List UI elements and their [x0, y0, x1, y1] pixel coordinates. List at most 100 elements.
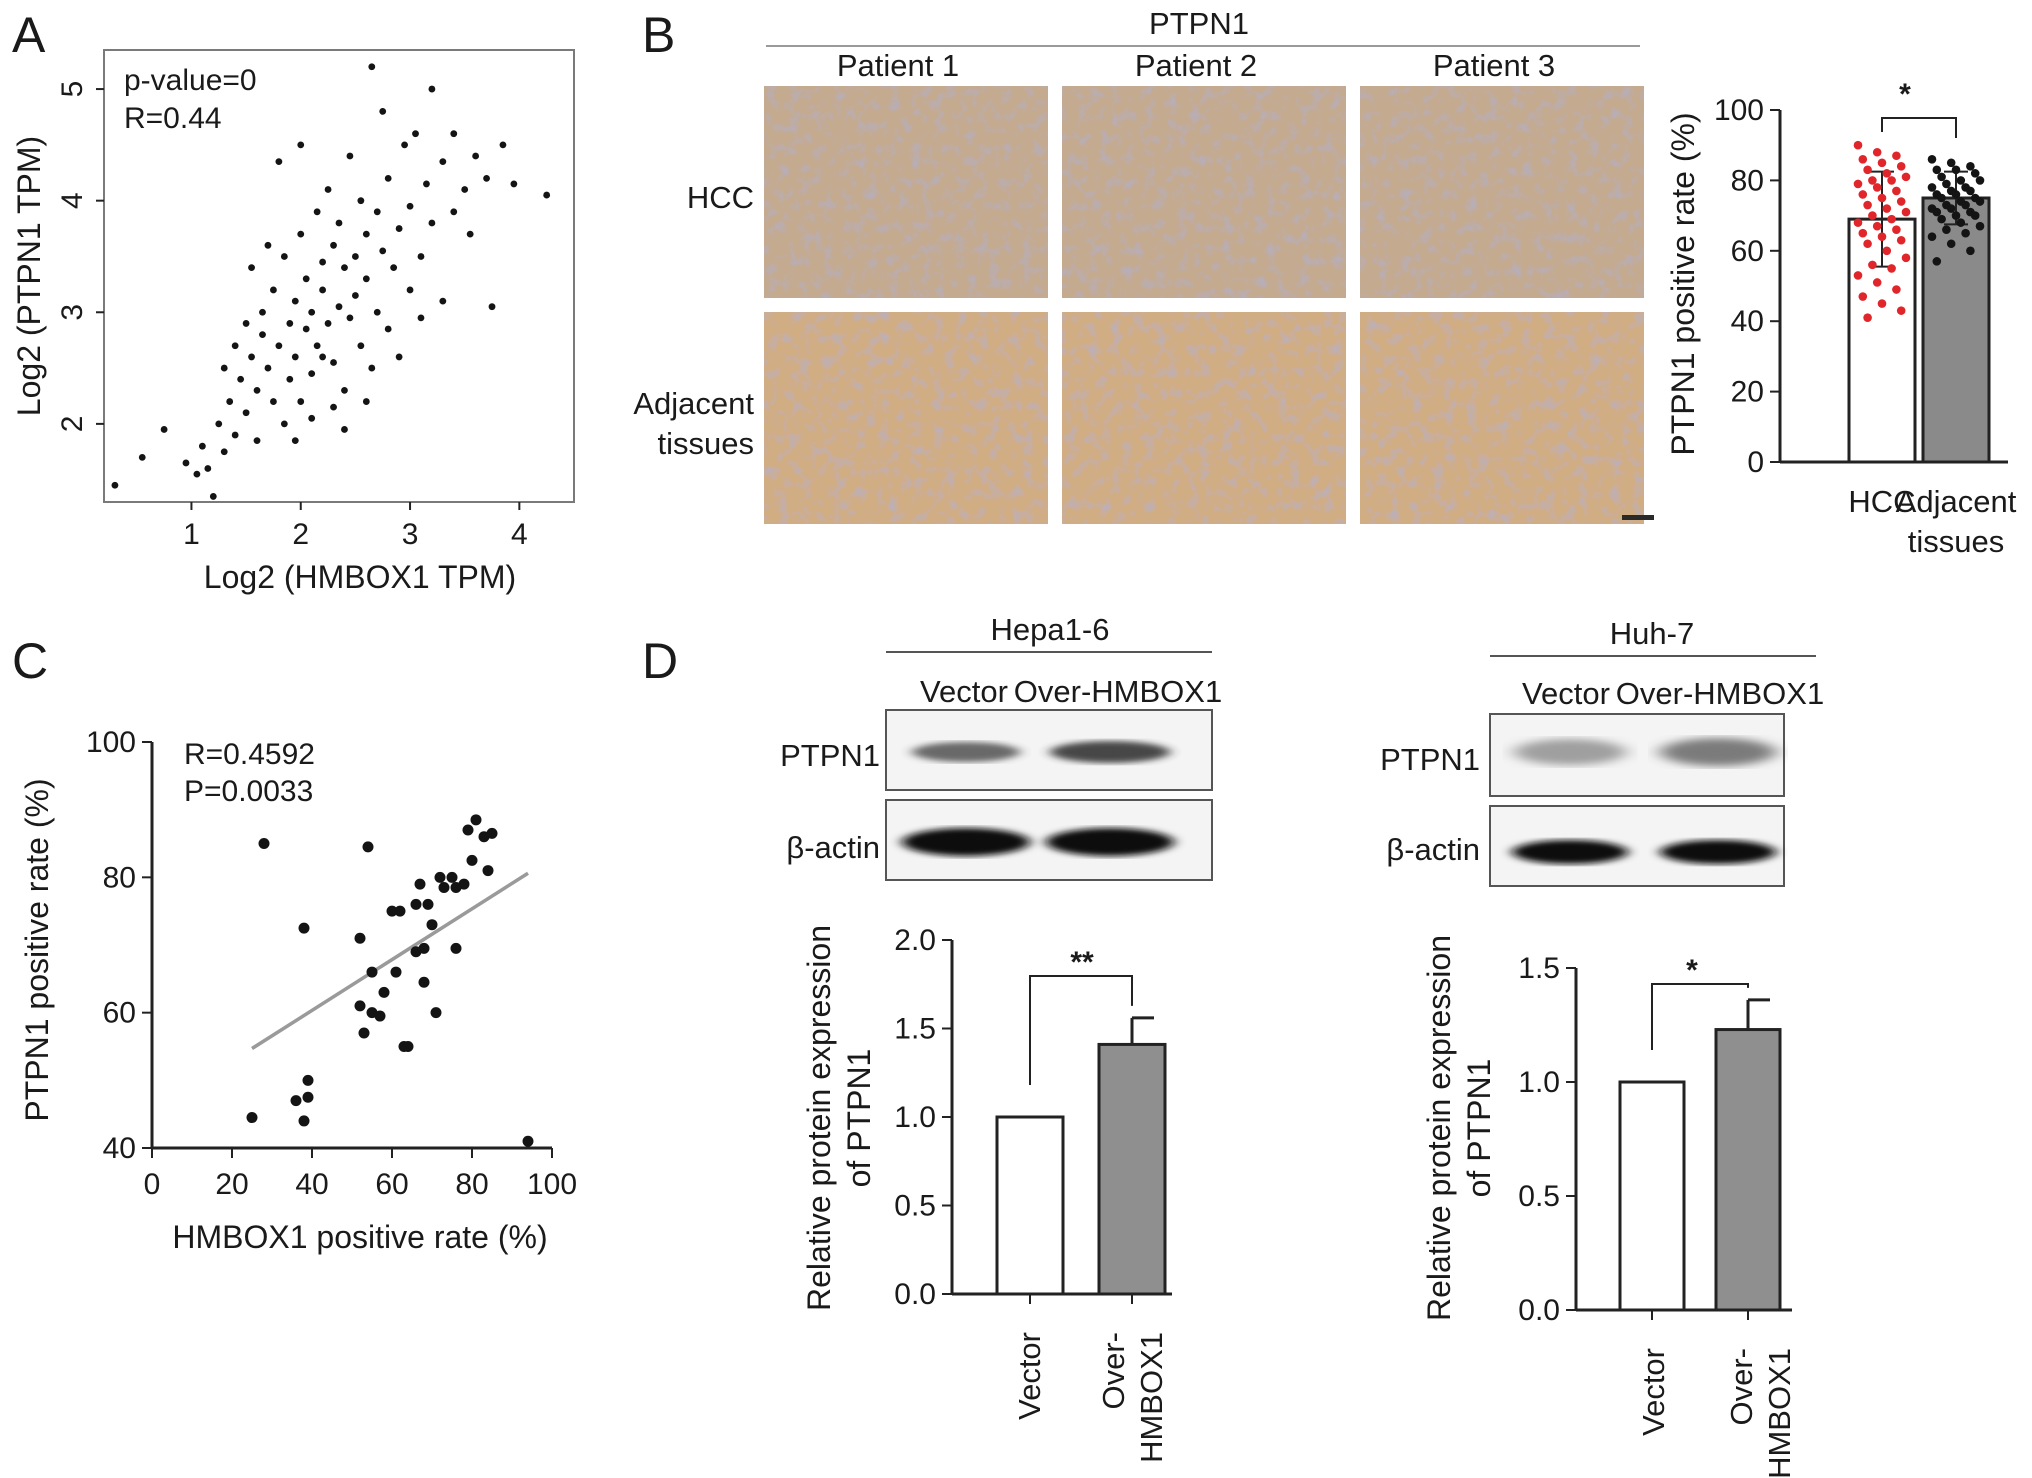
panel-d-right-bars: [1574, 968, 1792, 1320]
panel-a-point: [330, 241, 337, 249]
panel-b-point-hcc: [1892, 186, 1901, 196]
panel-d-left-significance-bracket: [1029, 975, 1133, 1085]
panel-d-left-bar-over-hmbox1: [1097, 1042, 1167, 1296]
panel-a-point: [499, 141, 507, 149]
panel-a-point: [259, 331, 266, 338]
panel-b-point-hcc: [1896, 306, 1906, 315]
panel-b-y-tick-label: 40: [1731, 305, 1764, 338]
panel-c-point: [418, 976, 430, 988]
panel-b-category-adjacent-1: Adjacent: [1896, 484, 2017, 519]
panel-a-x-ticks: 1 2 3 4: [183, 502, 528, 551]
panel-a-point: [341, 426, 348, 433]
panel-c-x-tick-label: 100: [527, 1168, 577, 1201]
panel-b-point-adjacent: [1961, 228, 1970, 238]
panel-a-point: [297, 230, 305, 238]
panel-c-point: [410, 898, 422, 910]
panel-a-point: [264, 241, 272, 249]
panel-c-point: [378, 986, 390, 998]
panel-c-annotation-r: R=0.4592: [184, 738, 315, 771]
panel-b-point-hcc: [1887, 214, 1896, 224]
panel-c-point: [414, 878, 426, 890]
ihc-image-hcc-patient-2: [1062, 86, 1346, 298]
panel-a-point: [423, 180, 430, 188]
panel-c-point: [434, 871, 446, 883]
panel-a-point: [335, 219, 343, 227]
panel-b-point-adjacent: [1932, 207, 1942, 217]
panel-a-point: [466, 230, 474, 238]
panel-a-point: [510, 180, 518, 188]
panel-b-point-hcc: [1896, 197, 1906, 206]
panel-c-y-axis-title: PTPN1 positive rate (%): [19, 778, 55, 1121]
panel-a-scatter: p-value=0 R=0.44 1 2 3 4 2 3 4 5 Log2 (HMBOX1 …: [11, 49, 575, 595]
panel-c-point: [354, 932, 366, 944]
panel-a-point: [368, 63, 376, 71]
panel-a-point: [319, 286, 327, 294]
panel-a-point: [461, 186, 469, 193]
panel-a-point: [270, 398, 277, 405]
panel-c-point: [446, 871, 458, 883]
panel-a-point: [319, 258, 327, 266]
panel-d-left-y-ticks: 0.0 0.5 1.0 1.5 2.0: [894, 924, 952, 1311]
blot-right-lane-over: Over-HMBOX1: [1616, 676, 1824, 711]
panel-d-right-y-title-1: Relative protein expression: [1421, 935, 1457, 1321]
panel-a-point: [351, 253, 359, 260]
ihc-row-label-adjacent-2: tissues: [658, 426, 754, 461]
panel-c-point: [298, 1115, 310, 1127]
panel-b-significance: *: [1899, 78, 1911, 111]
panel-a-point: [406, 202, 414, 210]
blot-left-cell-line: Hepa1-6: [991, 612, 1110, 647]
panel-b-point-adjacent: [1975, 197, 1985, 206]
panel-b-point-adjacent: [1932, 257, 1942, 266]
panel-a-point: [308, 370, 316, 378]
panel-d-right-x-over-2: HMBOX1: [1762, 1348, 1797, 1478]
blot-left-lane-over: Over-HMBOX1: [1014, 674, 1222, 709]
panel-d-left-x-vector: Vector: [1012, 1332, 1047, 1420]
panel-a-point: [330, 403, 337, 411]
blot-left-actin-band-over: [1046, 828, 1174, 856]
panel-b-point-hcc: [1892, 225, 1901, 234]
panel-b-y-tick-label: 20: [1731, 376, 1764, 409]
panel-a-x-tick-label: 3: [402, 518, 419, 551]
panel-b-point-hcc: [1853, 140, 1863, 150]
panel-c-point: [366, 966, 378, 978]
panel-c-x-tick-label: 20: [215, 1168, 248, 1201]
panel-b-point-adjacent: [1937, 172, 1946, 182]
panel-a-point: [313, 208, 321, 216]
panel-b-point-hcc: [1901, 172, 1911, 182]
panel-c-point: [354, 1000, 366, 1012]
panel-b-point-hcc: [1872, 278, 1882, 287]
ihc-patient-1-label: Patient 1: [837, 48, 959, 83]
panel-c-annotation-p: P=0.0033: [184, 775, 313, 808]
panel-c-x-tick-label: 60: [375, 1168, 408, 1201]
panel-a-x-tick-label: 2: [292, 518, 309, 551]
panel-b-point-hcc: [1896, 235, 1906, 245]
panel-b-point-adjacent: [1970, 169, 1980, 178]
panel-d-right-y-tick-label: 1.0: [1518, 1066, 1560, 1099]
blot-right-actin-strip: [1489, 805, 1785, 887]
panel-b-y-ticks: 0 20 40 60 80 100: [1714, 94, 1780, 479]
panel-a-point: [428, 219, 436, 227]
panel-a-point: [253, 386, 261, 394]
panel-b-point-hcc: [1872, 147, 1882, 157]
panel-b-point-hcc: [1868, 260, 1877, 270]
panel-d-right-y-ticks: 0.0 0.5 1.0 1.5: [1518, 952, 1576, 1327]
panel-d-right-bar-vector: [1618, 1080, 1686, 1312]
blot-right-row-ptpn1: PTPN1: [1380, 742, 1480, 777]
panel-a-point: [341, 264, 348, 272]
panel-a-point: [220, 364, 228, 372]
panel-a-plot-frame: [103, 49, 575, 503]
panel-c-point: [486, 827, 498, 839]
ihc-image-grid: [764, 86, 1644, 524]
panel-c-x-axis-title: HMBOX1 positive rate (%): [172, 1219, 547, 1255]
panel-a-point: [417, 314, 425, 322]
ihc-image-hcc-patient-1: [764, 86, 1048, 298]
panel-b-point-hcc: [1868, 176, 1877, 185]
panel-c-point: [390, 966, 402, 978]
panel-a-point: [543, 191, 551, 199]
panel-a-point: [335, 303, 343, 311]
panel-b-point-adjacent: [1937, 193, 1946, 203]
panel-b-bars: [1778, 110, 2008, 464]
panel-a-point: [472, 152, 480, 160]
panel-a-y-tick-label: 3: [56, 304, 89, 321]
panel-c-y-tick-label: 100: [86, 726, 136, 759]
